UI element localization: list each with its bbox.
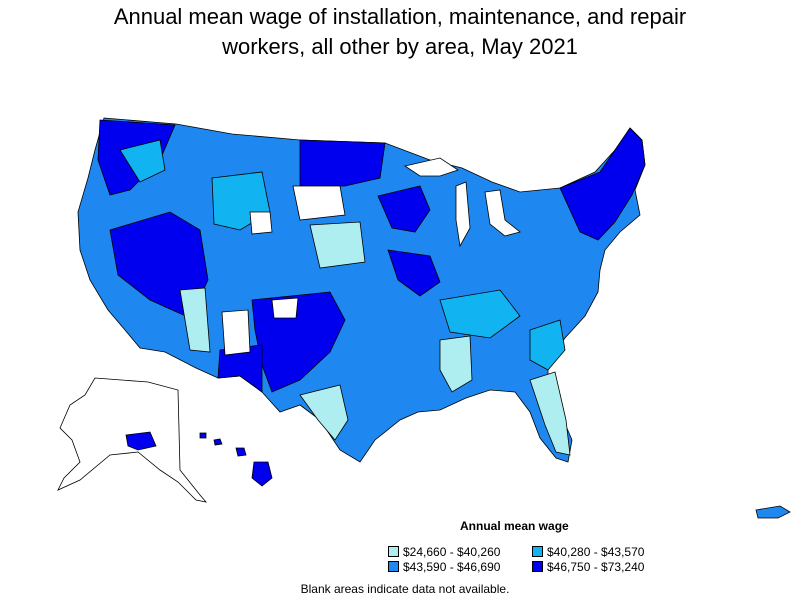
region-dark-6	[217, 344, 263, 393]
title-line-2: workers, all other by area, May 2021	[222, 34, 578, 59]
legend-label-2: $40,280 - $43,570	[547, 545, 645, 559]
legend-swatch-4	[532, 561, 543, 572]
hawaii	[199, 432, 273, 487]
blank-area-montana	[249, 211, 273, 235]
region-light-3	[299, 384, 349, 441]
lake-michigan	[455, 181, 471, 248]
legend-item-2: $40,280 - $43,570	[532, 546, 644, 559]
region-mid-2	[439, 289, 521, 339]
region-light-2	[529, 371, 571, 456]
region-dark-8	[387, 249, 441, 297]
lake-superior	[404, 157, 459, 177]
legend-label-4: $46,750 - $73,240	[547, 560, 645, 574]
puerto-rico	[755, 505, 791, 519]
hawaii-oahu	[213, 438, 223, 446]
region-light-5	[179, 287, 211, 353]
legend-item-1: $24,660 - $40,260	[388, 546, 500, 559]
legend-swatch-3	[388, 561, 399, 572]
hawaii-big-island	[251, 461, 273, 487]
hawaii-maui	[235, 447, 247, 457]
hawaii-kauai	[199, 432, 207, 439]
blank-areas-note: Blank areas indicate data not available.	[300, 582, 510, 596]
region-dark-5	[559, 127, 646, 241]
legend-item-3: $43,590 - $46,690	[388, 561, 500, 574]
region-mid-4	[119, 139, 166, 183]
alaska-anchorage-region	[125, 431, 157, 451]
title-line-1: Annual mean wage of installation, mainte…	[113, 4, 687, 29]
blank-area-wyoming	[292, 185, 346, 221]
legend-item-4: $46,750 - $73,240	[532, 561, 644, 574]
legend-label-1: $24,660 - $40,260	[403, 545, 501, 559]
contiguous-us	[77, 117, 646, 463]
blank-area-nebraska	[271, 297, 299, 319]
legend-label-3: $43,590 - $46,690	[403, 560, 501, 574]
map-title: Annual mean wage of installation, mainte…	[0, 2, 800, 62]
legend-swatch-1	[388, 546, 399, 557]
blank-area-colorado	[221, 309, 251, 356]
legend-title: Annual mean wage	[460, 519, 569, 533]
region-dark-7	[377, 185, 431, 233]
region-mid-3	[529, 319, 566, 371]
region-dark-4	[299, 139, 386, 187]
region-light-1	[309, 221, 366, 269]
legend-swatch-2	[532, 546, 543, 557]
region-light-4	[439, 335, 473, 393]
lake-huron-erie	[484, 189, 521, 237]
